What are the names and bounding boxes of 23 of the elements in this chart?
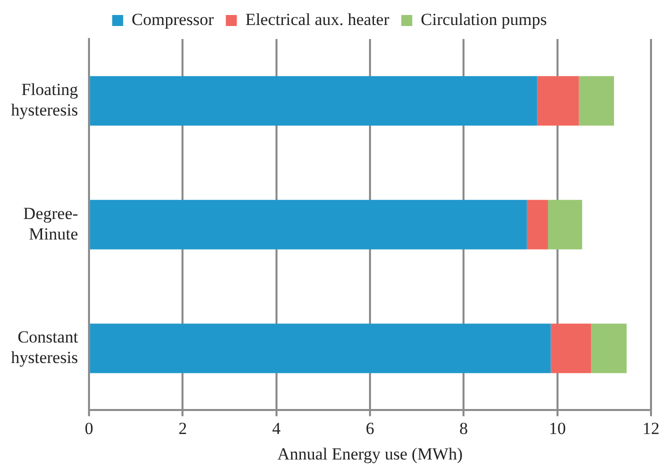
y-tick-label: Degree-Minute [23, 204, 78, 244]
bar [537, 76, 579, 126]
bar [550, 324, 592, 374]
x-tick-label: 6 [366, 418, 374, 438]
x-tick-label: 8 [459, 418, 468, 438]
x-tick-label: 0 [84, 418, 94, 438]
bar [526, 200, 548, 250]
y-tick-label: Floating hysteresis [11, 80, 79, 120]
bar [548, 200, 582, 250]
legend-label: Electrical aux. heater [245, 10, 390, 29]
x-axis-title: Annual Energy use (MWh) [277, 444, 463, 464]
bar [90, 76, 538, 126]
x-tick-label: 4 [272, 418, 282, 438]
bar [90, 200, 527, 250]
legend-label: Compressor [132, 10, 214, 29]
x-tick-label: 2 [178, 418, 187, 438]
legend-label: Circulation pumps [420, 10, 547, 29]
x-tick-label: 10 [548, 418, 566, 438]
y-tick-label: Constant hysteresis [11, 328, 78, 367]
x-tick-label: 12 [642, 418, 660, 438]
bar [578, 76, 614, 126]
bar [90, 324, 551, 374]
bar [591, 324, 627, 374]
